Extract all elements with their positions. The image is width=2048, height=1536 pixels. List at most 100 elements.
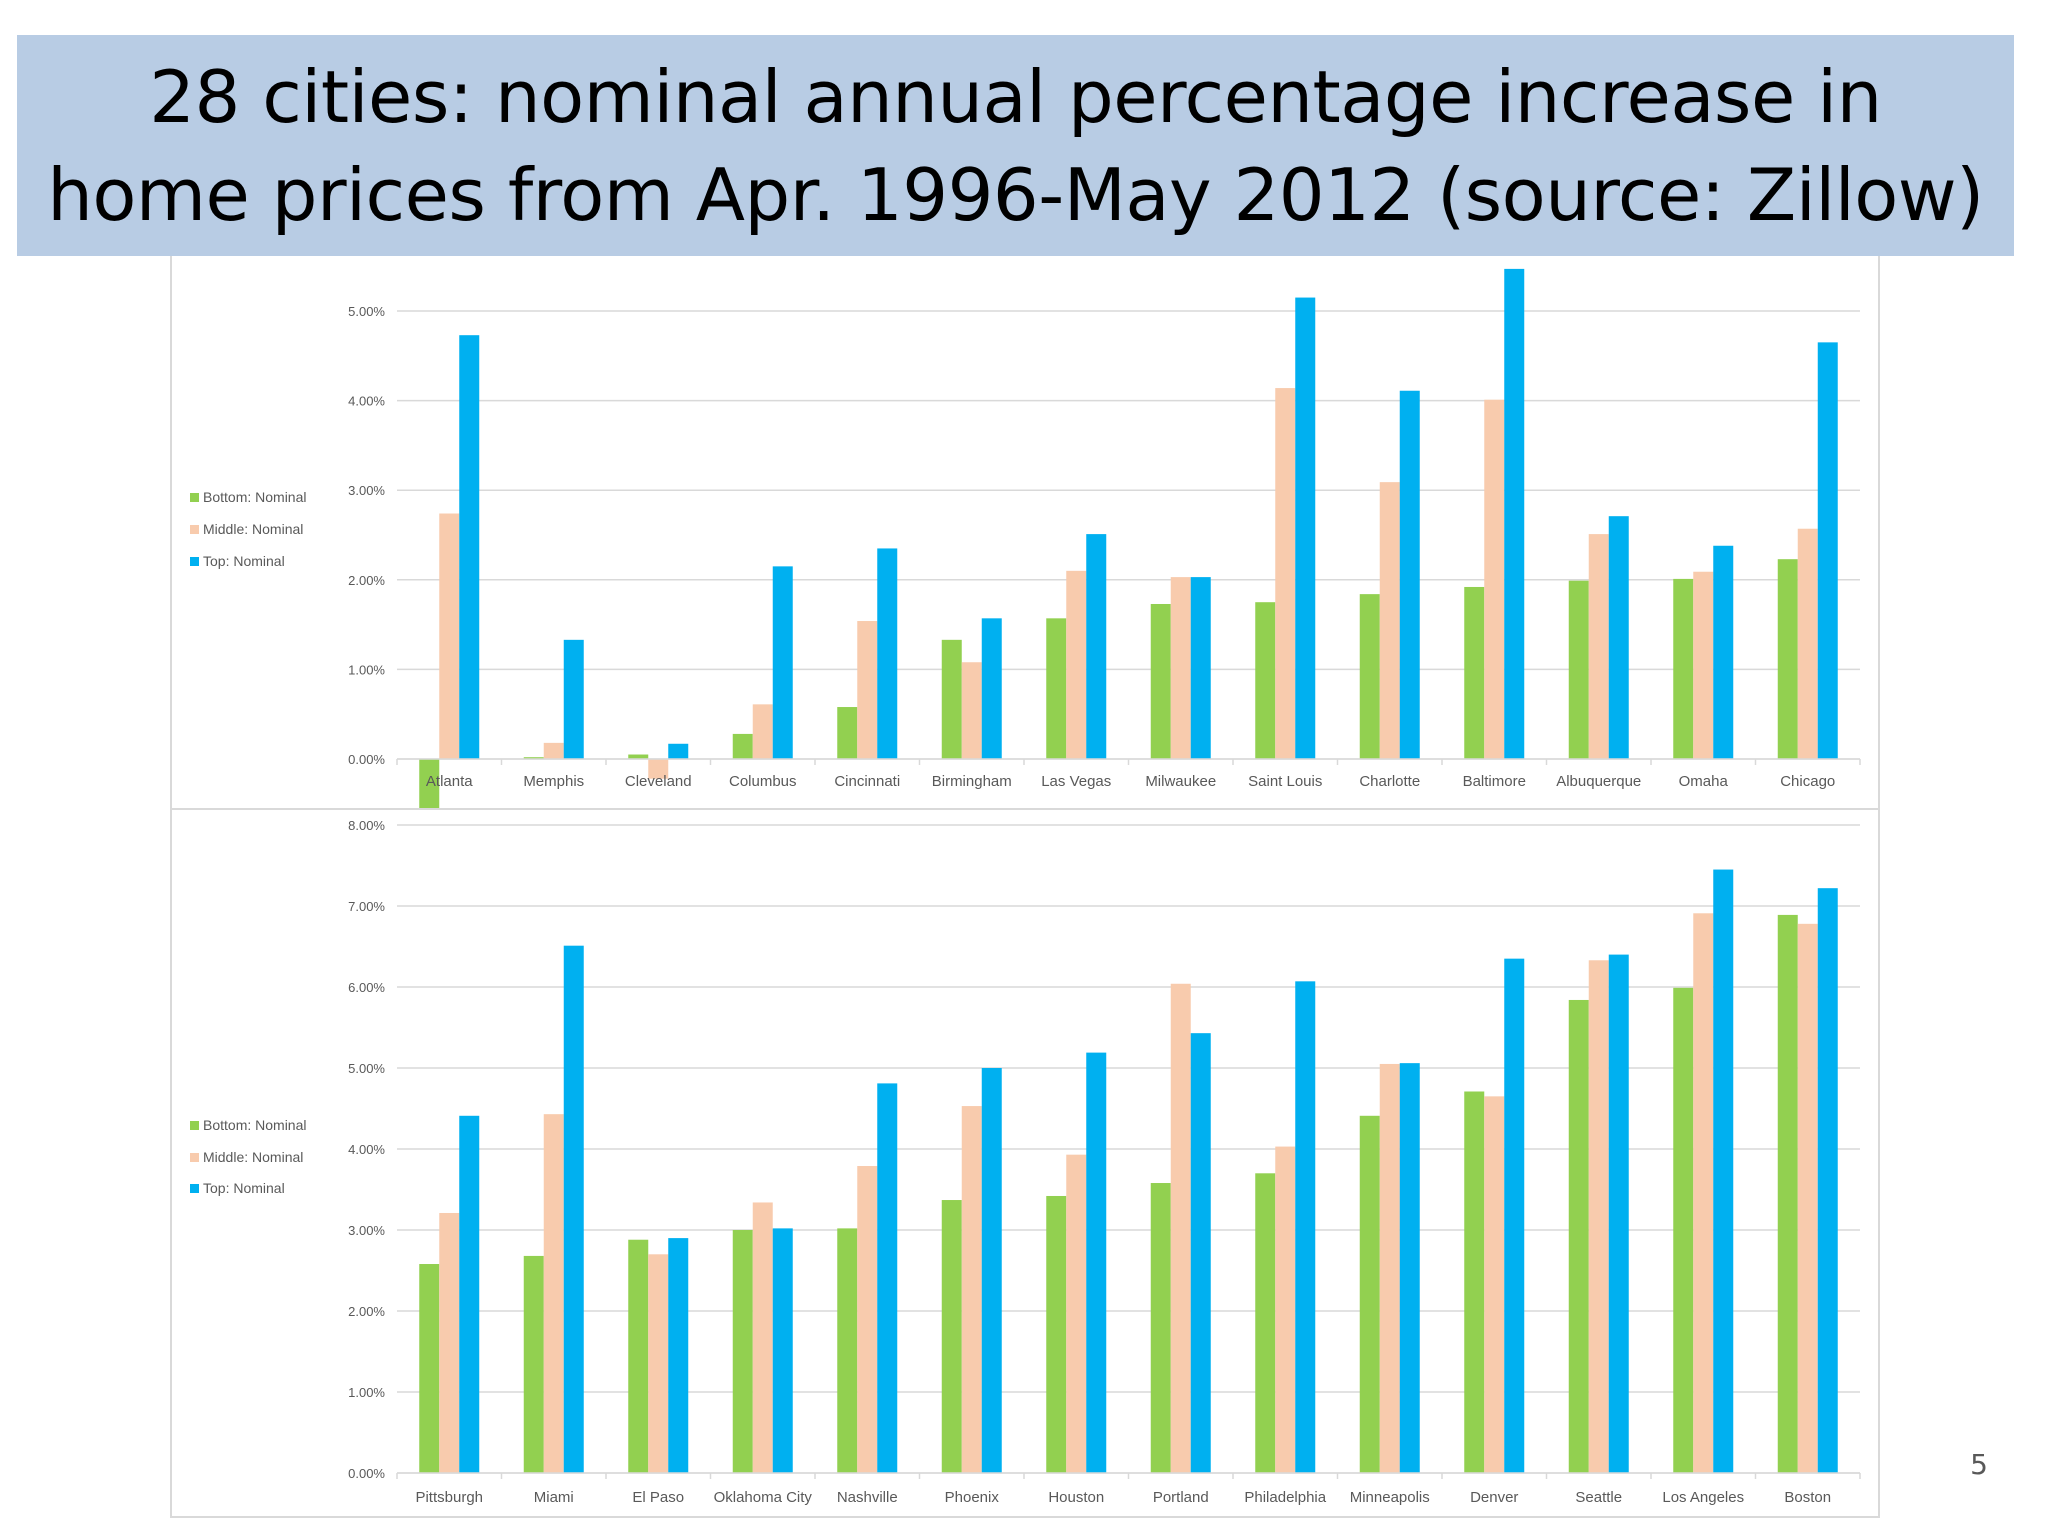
x-tick-label: Philadelphia xyxy=(1244,1489,1326,1506)
bar xyxy=(981,618,1002,759)
bar xyxy=(1295,297,1316,759)
bar xyxy=(1399,1063,1420,1473)
x-tick-label: Cincinnati xyxy=(834,773,900,790)
bar xyxy=(1464,586,1485,759)
bar xyxy=(732,733,753,759)
bar xyxy=(941,639,962,759)
bar xyxy=(1255,602,1276,759)
legend-swatch xyxy=(190,493,199,502)
bar xyxy=(1150,603,1171,759)
x-tick-label: Memphis xyxy=(523,773,584,790)
x-tick-label: Omaha xyxy=(1679,773,1729,790)
bar xyxy=(981,1068,1002,1473)
bar xyxy=(877,548,898,759)
bar xyxy=(439,513,460,759)
y-tick-label: 0.00% xyxy=(348,1466,385,1481)
bar xyxy=(1150,1183,1171,1473)
bar xyxy=(732,1230,753,1473)
x-tick-label: Denver xyxy=(1470,1489,1518,1506)
bar xyxy=(1713,545,1734,759)
bar xyxy=(1359,594,1380,759)
bar xyxy=(857,1166,878,1473)
y-tick-label: 7.00% xyxy=(348,899,385,914)
bar xyxy=(1484,399,1505,759)
bar xyxy=(1275,388,1296,759)
x-tick-label: Milwaukee xyxy=(1145,773,1216,790)
bar xyxy=(1464,1091,1485,1473)
y-tick-label: 4.00% xyxy=(348,1142,385,1157)
x-tick-label: Boston xyxy=(1784,1489,1831,1506)
bar xyxy=(1693,913,1714,1473)
slide-number: 5 xyxy=(1970,1448,1988,1481)
x-tick-label: Saint Louis xyxy=(1248,773,1322,790)
bar xyxy=(1399,390,1420,759)
bar xyxy=(1275,1146,1296,1473)
bar xyxy=(1817,342,1838,759)
bar xyxy=(1170,983,1191,1473)
y-tick-label: 3.00% xyxy=(348,1223,385,1238)
bar xyxy=(961,1106,982,1473)
bar xyxy=(419,759,440,808)
bar xyxy=(1046,618,1067,759)
panel-divider xyxy=(172,808,1878,810)
x-tick-label: Cleveland xyxy=(625,773,692,790)
x-tick-label: Phoenix xyxy=(945,1489,1000,1506)
bar xyxy=(1086,1052,1107,1473)
bar-chart-top: 0.00% 1.00% 2.00% 3.00% 4.00% 5.00% Atlanta Mem… xyxy=(190,268,1861,808)
bar xyxy=(668,743,689,759)
x-tick-label: Seattle xyxy=(1575,1489,1622,1506)
x-tick-label: Oklahoma City xyxy=(714,1489,813,1506)
legend-swatch xyxy=(190,525,199,534)
bar xyxy=(419,1264,440,1473)
bar xyxy=(1713,869,1734,1473)
legend-label: Middle: Nominal xyxy=(203,521,303,537)
x-tick-label: El Paso xyxy=(632,1489,684,1506)
y-tick-label: 1.00% xyxy=(348,662,385,677)
bar xyxy=(1673,987,1694,1473)
bar xyxy=(752,704,773,759)
bar xyxy=(1673,578,1694,759)
title-banner: 28 cities: nominal annual percentage inc… xyxy=(17,35,2014,256)
y-tick-label: 5.00% xyxy=(348,1061,385,1076)
bar xyxy=(543,742,564,759)
y-tick-label: 1.00% xyxy=(348,1385,385,1400)
x-tick-label: Chicago xyxy=(1780,773,1835,790)
bar xyxy=(837,1228,858,1473)
bar xyxy=(1066,570,1087,759)
x-tick-label: Minneapolis xyxy=(1350,1489,1430,1506)
bar xyxy=(1086,534,1107,759)
x-tick-label: Birmingham xyxy=(932,773,1012,790)
x-tick-label: Columbus xyxy=(729,773,797,790)
bar xyxy=(439,1212,460,1473)
bar xyxy=(877,1083,898,1473)
legend-label: Bottom: Nominal xyxy=(203,489,306,505)
y-tick-label: 4.00% xyxy=(348,394,385,409)
bar xyxy=(523,1255,544,1473)
bar xyxy=(837,707,858,759)
x-tick-label: Albuquerque xyxy=(1556,773,1641,790)
y-tick-label: 2.00% xyxy=(348,573,385,588)
bar-chart-bottom: 0.00% 1.00% 2.00% 3.00% 4.00% 5.00% 6.00% 7.00%… xyxy=(190,818,1861,1506)
y-tick-label: 0.00% xyxy=(348,752,385,767)
bar xyxy=(941,1200,962,1473)
bar xyxy=(1379,1063,1400,1473)
legend-label: Middle: Nominal xyxy=(203,1149,303,1165)
bar xyxy=(1359,1115,1380,1473)
legend-label: Bottom: Nominal xyxy=(203,1117,306,1133)
bar xyxy=(1170,577,1191,759)
y-tick-label: 8.00% xyxy=(348,818,385,833)
bar xyxy=(1608,516,1629,759)
bar xyxy=(1777,559,1798,759)
y-tick-label: 6.00% xyxy=(348,980,385,995)
bar xyxy=(1190,1033,1211,1473)
bar xyxy=(563,639,584,759)
x-tick-label: Pittsburgh xyxy=(415,1489,483,1506)
legend-label: Top: Nominal xyxy=(203,1180,285,1196)
bar xyxy=(1797,923,1818,1473)
x-tick-label: Houston xyxy=(1048,1489,1104,1506)
legend-swatch xyxy=(190,1121,199,1130)
x-tick-label: Charlotte xyxy=(1359,773,1420,790)
bar xyxy=(752,1202,773,1473)
bar xyxy=(1504,958,1525,1473)
bar xyxy=(1568,999,1589,1473)
